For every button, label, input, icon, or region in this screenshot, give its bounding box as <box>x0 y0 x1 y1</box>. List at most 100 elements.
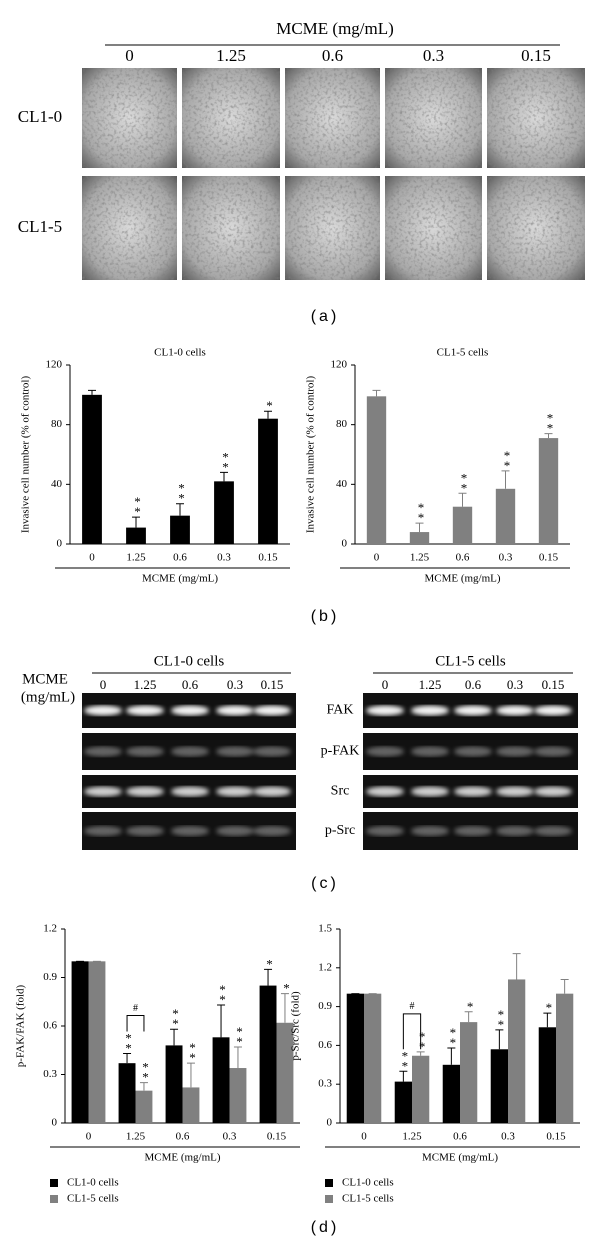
blot-band <box>496 826 534 836</box>
y-axis-label: Invasive cell number (% of control) <box>20 376 32 534</box>
blot-band <box>366 826 404 836</box>
bar <box>88 961 106 1123</box>
bar <box>508 979 526 1123</box>
x-tick-label: 0.15 <box>539 552 559 564</box>
y-axis-label: Invasive cell number (% of control) <box>305 376 317 534</box>
micrograph-texture <box>487 68 585 168</box>
blot-band <box>366 705 404 716</box>
bar <box>409 532 430 544</box>
y-tick-label: 0.3 <box>318 1078 332 1090</box>
micrograph-texture <box>285 68 380 168</box>
x-tick-label: 0.15 <box>546 1131 566 1143</box>
y-tick-label: 120 <box>46 359 63 371</box>
concentration-label: 0.3 <box>423 46 444 65</box>
bar <box>495 488 516 544</box>
error-bar <box>139 1082 148 1091</box>
x-axis-label: MCME (mg/mL) <box>142 573 218 585</box>
bar <box>460 1022 478 1123</box>
x-tick-label: 0.6 <box>453 1131 467 1143</box>
micrograph-texture <box>182 68 280 168</box>
row-label: (mg/mL) <box>21 689 75 705</box>
legend-label: CL1-5 cells <box>342 1193 394 1205</box>
bar <box>212 1037 230 1123</box>
y-tick-label: 80 <box>51 418 63 430</box>
band-label: Src <box>331 784 350 799</box>
significance-mark: ** <box>414 500 429 520</box>
blot-band <box>171 826 209 836</box>
blot-band <box>454 786 492 797</box>
blot-band <box>253 826 291 836</box>
bar <box>135 1090 153 1123</box>
y-tick-label: 1.2 <box>318 961 332 973</box>
bracket <box>126 1014 145 1032</box>
blot-band <box>496 705 534 716</box>
error-bar <box>132 516 140 528</box>
x-tick-label: 0.15 <box>258 552 278 564</box>
error-bar <box>512 953 521 980</box>
concentration-label: 1.25 <box>216 46 246 65</box>
x-tick-label: 0 <box>374 552 380 564</box>
error-bar <box>501 470 510 489</box>
x-tick-label: 0.6 <box>173 552 187 564</box>
blot-band <box>216 746 254 757</box>
x-tick-label: 1.25 <box>126 1131 146 1143</box>
error-bar <box>415 522 424 533</box>
panel-a-header: MCME (mg/mL) <box>276 19 394 38</box>
blot-band <box>534 705 572 716</box>
x-tick-label: 0.3 <box>217 552 231 564</box>
significance-mark: ** <box>457 470 472 490</box>
y-tick-label: 120 <box>331 359 348 371</box>
y-tick-label: 0 <box>52 1117 58 1129</box>
bar <box>490 1049 508 1123</box>
concentration-label: 0.3 <box>507 677 523 692</box>
error-bar <box>233 1046 242 1069</box>
bar <box>82 394 102 544</box>
chart-title: CL1-5 cells <box>437 347 489 359</box>
x-tick-label: 0.3 <box>499 552 513 564</box>
legend-label: CL1-0 cells <box>342 1177 394 1189</box>
blot-band <box>216 786 254 797</box>
blot-band <box>366 786 404 797</box>
micrograph-texture <box>385 176 482 280</box>
significance-mark: ** <box>138 1060 153 1080</box>
chart-title: CL1-0 cells <box>154 347 206 359</box>
y-tick-label: 40 <box>51 478 63 490</box>
y-tick-label: 0 <box>327 1117 333 1129</box>
y-tick-label: 40 <box>336 478 348 490</box>
error-bar <box>416 1051 425 1056</box>
blot-band <box>534 786 572 797</box>
micrograph-texture <box>82 176 177 280</box>
row-label: CL1-5 <box>18 217 62 236</box>
significance-mark: * <box>463 999 478 1009</box>
y-tick-label: 0 <box>57 538 63 550</box>
x-tick-label: 1.25 <box>410 552 430 564</box>
bar <box>118 1063 136 1123</box>
blot-band <box>84 705 122 716</box>
significance-mark: ** <box>493 1007 508 1027</box>
significance-mark: * <box>541 1000 556 1010</box>
bar <box>538 1027 556 1123</box>
blot-band <box>126 826 164 836</box>
error-bar <box>447 1047 456 1065</box>
micrograph-texture <box>285 176 380 280</box>
blot-band <box>171 746 209 757</box>
blot-band <box>411 826 449 836</box>
y-tick-label: 0.9 <box>318 1000 332 1012</box>
error-bar <box>543 1012 552 1028</box>
y-tick-label: 0.6 <box>43 1020 57 1032</box>
legend-swatch <box>50 1179 58 1187</box>
bracket-label: # <box>133 1003 138 1014</box>
significance-mark: ** <box>445 1025 460 1045</box>
x-tick-label: 1.25 <box>126 552 146 564</box>
y-tick-label: 0.9 <box>43 971 57 983</box>
blot-band <box>126 705 164 716</box>
y-tick-label: 1.5 <box>318 923 332 935</box>
micrograph-texture <box>385 68 482 168</box>
blot-band <box>411 705 449 716</box>
blot-band <box>171 705 209 716</box>
error-bar <box>176 503 184 516</box>
bar <box>214 481 234 544</box>
blot-band <box>126 786 164 797</box>
blot-band <box>84 826 122 836</box>
